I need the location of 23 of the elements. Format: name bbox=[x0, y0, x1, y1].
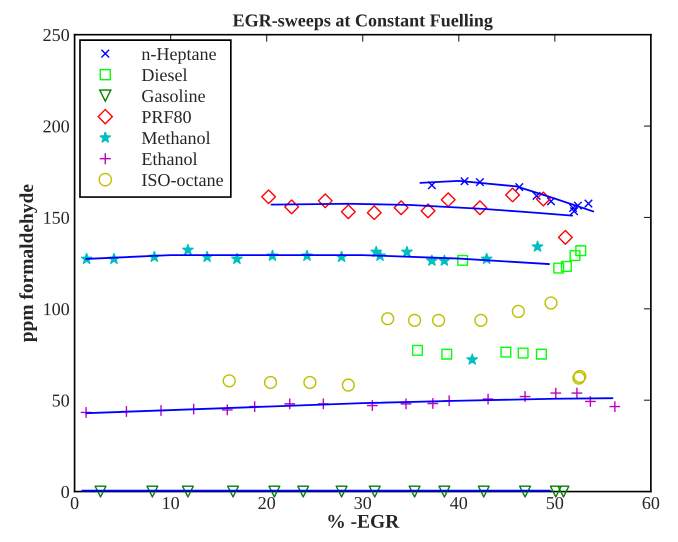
legend-label: ISO-octane bbox=[142, 174, 223, 186]
y-tick-label: 100 bbox=[44, 303, 70, 316]
y-tick-label: 0 bbox=[61, 486, 70, 498]
legend-label: Diesel bbox=[142, 68, 188, 82]
legend-label: Gasoline bbox=[142, 89, 205, 102]
x-tick-label: 30 bbox=[354, 496, 372, 510]
x-axis-title: % -EGR bbox=[328, 514, 400, 528]
x-tick-label: 60 bbox=[642, 496, 660, 510]
y-tick-label: 200 bbox=[43, 120, 70, 133]
x-tick-label: 20 bbox=[258, 496, 276, 510]
y-tick-label: 50 bbox=[52, 394, 70, 407]
legend-label: PRF80 bbox=[142, 110, 191, 124]
x-tick-label: 0 bbox=[70, 496, 78, 510]
x-tick-label: 10 bbox=[163, 496, 179, 510]
chart-title: EGR-sweeps at Constant Fuelling bbox=[232, 14, 493, 30]
y-tick-label: 150 bbox=[44, 212, 70, 224]
y-tick-label: 250 bbox=[43, 28, 70, 42]
legend-label: Methanol bbox=[142, 131, 210, 144]
legend-label: n-Heptane bbox=[142, 48, 216, 64]
legend-label: Ethanol bbox=[142, 152, 198, 166]
x-tick-label: 50 bbox=[546, 496, 564, 510]
y-axis-title: ppm formaldehyde bbox=[19, 184, 38, 342]
x-tick-label: 40 bbox=[450, 496, 468, 510]
